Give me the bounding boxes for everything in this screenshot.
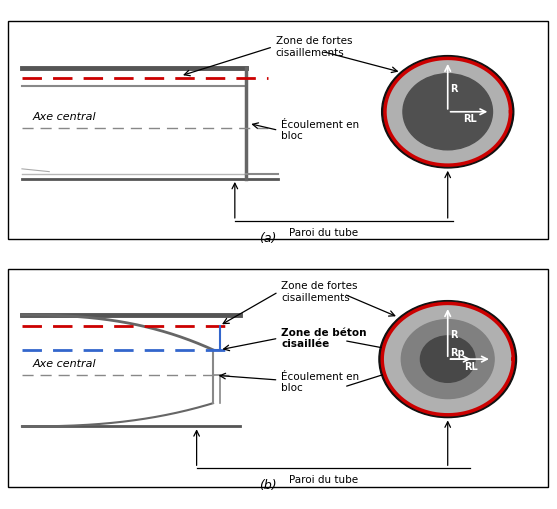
Text: R: R <box>450 83 457 94</box>
Text: Axe central: Axe central <box>33 359 96 369</box>
Circle shape <box>382 56 514 168</box>
Text: RL: RL <box>464 361 478 371</box>
Circle shape <box>385 59 510 166</box>
FancyBboxPatch shape <box>8 22 548 240</box>
Text: Axe central: Axe central <box>33 112 96 122</box>
Text: Zone de fortes
cisaillements: Zone de fortes cisaillements <box>276 36 352 58</box>
Text: Rp: Rp <box>450 348 465 357</box>
Circle shape <box>382 304 513 415</box>
Text: Écoulement en
bloc: Écoulement en bloc <box>281 120 359 141</box>
Text: Zone de fortes
cisaillements: Zone de fortes cisaillements <box>281 280 358 302</box>
Text: Zone de béton
cisaillée: Zone de béton cisaillée <box>281 327 367 349</box>
Text: RL: RL <box>463 114 477 124</box>
Text: (b): (b) <box>259 478 276 491</box>
Text: R: R <box>450 329 457 340</box>
Circle shape <box>403 74 492 151</box>
Text: Écoulement en
bloc: Écoulement en bloc <box>281 371 359 392</box>
Circle shape <box>421 336 475 383</box>
Circle shape <box>379 301 516 418</box>
Text: Paroi du tube: Paroi du tube <box>290 474 359 484</box>
Text: (a): (a) <box>259 232 276 244</box>
FancyBboxPatch shape <box>8 269 548 487</box>
Text: Paroi du tube: Paroi du tube <box>290 228 359 237</box>
Circle shape <box>401 320 494 399</box>
